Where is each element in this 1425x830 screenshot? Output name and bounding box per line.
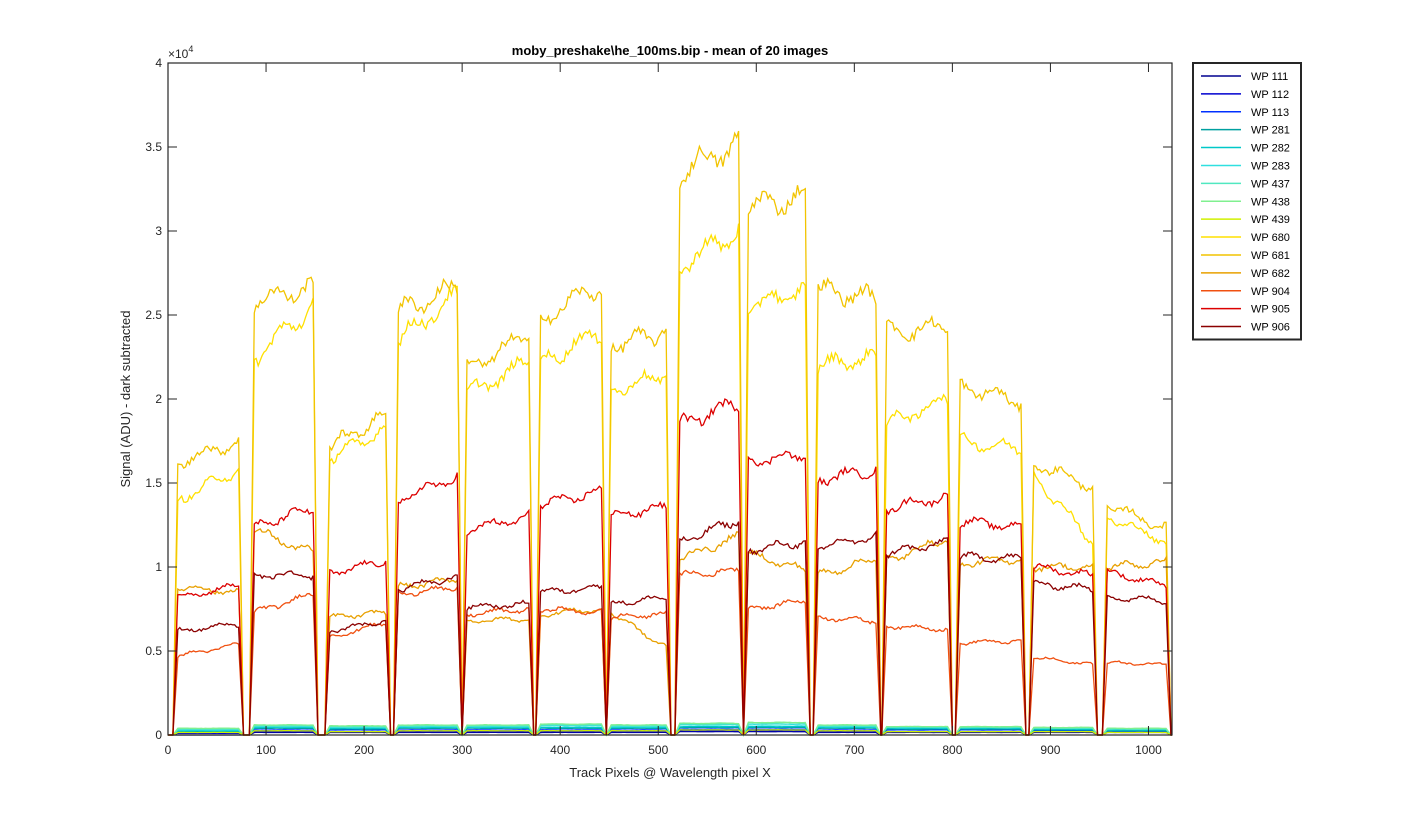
y-tick-label: 3.5 xyxy=(145,140,162,154)
legend-entry: WP 281 xyxy=(1251,125,1290,137)
legend-entry: WP 112 xyxy=(1251,89,1289,101)
x-tick-label: 800 xyxy=(942,743,962,757)
y-tick-label: 2 xyxy=(155,392,162,406)
y-tick-label: 4 xyxy=(155,56,162,70)
legend-entry: WP 680 xyxy=(1251,232,1290,244)
x-axis-label: Track Pixels @ Wavelength pixel X xyxy=(569,765,771,780)
y-tick-label: 3 xyxy=(155,224,162,238)
x-tick-label: 700 xyxy=(844,743,864,757)
legend-entry: WP 111 xyxy=(1251,71,1288,83)
legend-entry: WP 682 xyxy=(1251,268,1290,280)
y-tick-label: 0.5 xyxy=(145,644,162,658)
legend-entry: WP 282 xyxy=(1251,143,1290,155)
y-tick-label: 0 xyxy=(155,728,162,742)
x-tick-label: 400 xyxy=(550,743,570,757)
x-tick-label: 600 xyxy=(746,743,766,757)
axes: 0 100 200 300 400 500 600 700 800 900 1000 0 0.5 1 1.5… xyxy=(145,56,1173,757)
legend-entry: WP 681 xyxy=(1251,250,1290,262)
x-tick-label: 500 xyxy=(648,743,668,757)
legend-entry: WP 438 xyxy=(1251,196,1290,208)
x-tick-label: 900 xyxy=(1040,743,1060,757)
legend-entry: WP 905 xyxy=(1251,304,1290,316)
y-axis-label: Signal (ADU) - dark subtracted xyxy=(118,310,133,487)
y-tick-label: 1 xyxy=(155,560,162,574)
chart-title: moby_preshake\he_100ms.bip - mean of 20 … xyxy=(512,43,828,58)
x-tick-label: 100 xyxy=(256,743,276,757)
y-axis-exponent: ×104 xyxy=(168,44,193,61)
y-tick-label: 1.5 xyxy=(145,476,162,490)
legend-entry: WP 906 xyxy=(1251,322,1290,334)
legend-entry: WP 439 xyxy=(1251,214,1290,226)
x-tick-label: 300 xyxy=(452,743,472,757)
x-tick-label: 1000 xyxy=(1135,743,1162,757)
x-tick-label: 0 xyxy=(165,743,172,757)
y-tick-label: 2.5 xyxy=(145,308,162,322)
x-tick-label: 200 xyxy=(354,743,374,757)
legend-entry: WP 437 xyxy=(1251,178,1290,190)
legend: WP 111 WP 112 WP 113 WP 281 WP 282 WP 283 WP 4… xyxy=(1192,62,1302,341)
legend-entry: WP 283 xyxy=(1251,160,1290,172)
legend-entry: WP 113 xyxy=(1251,107,1289,119)
legend-entry: WP 904 xyxy=(1251,286,1290,298)
